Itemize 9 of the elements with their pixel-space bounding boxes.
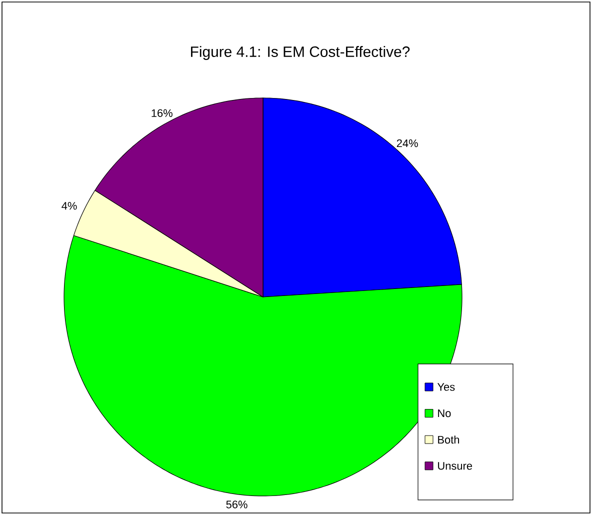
data-label: 24% bbox=[396, 139, 418, 148]
data-label: 16% bbox=[152, 109, 172, 117]
legend-label: Unsure bbox=[438, 462, 472, 470]
legend-label: Both bbox=[438, 436, 460, 444]
chart-title: Figure 4.1: Is EM Cost-Effective? bbox=[191, 46, 410, 60]
legend-label: No bbox=[438, 409, 451, 418]
data-label: 56% bbox=[226, 500, 248, 508]
data-label: 4% bbox=[62, 202, 77, 210]
legend-label: Yes bbox=[437, 383, 455, 391]
